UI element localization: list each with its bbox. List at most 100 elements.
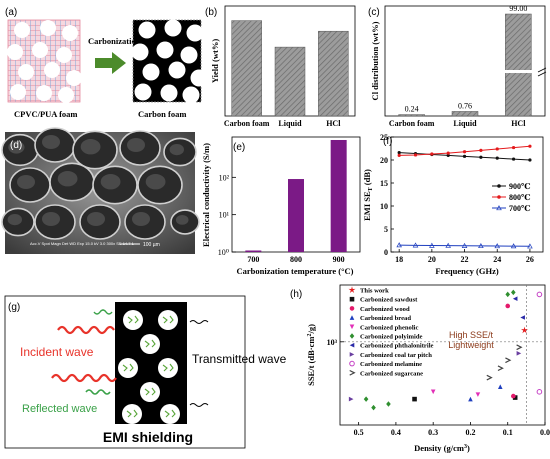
xtick-f-0: 18 xyxy=(395,255,403,264)
transmitted-wave-label: Transmitted wave xyxy=(192,352,287,366)
point-h-9-2 xyxy=(505,357,512,364)
value-label-c-0: 0.24 xyxy=(405,105,419,114)
shield-pore-4 xyxy=(158,358,178,378)
panel-b: (b) Carbon foam Liquid HCl Yield (wt%) xyxy=(205,5,356,128)
sem-cell-shade-5 xyxy=(17,175,35,189)
point-h-0-0 xyxy=(521,326,528,334)
point-f-2-3 xyxy=(445,242,451,248)
pore-left-6 xyxy=(18,64,34,80)
foam-pores-left xyxy=(7,20,82,103)
sem-info-text: Acc.V Spot Magn Det WD Exp 15.0 kV 3.0 3… xyxy=(30,241,135,246)
legend-marker-h-3 xyxy=(349,315,355,320)
point-f-2-4 xyxy=(461,242,468,248)
legend-marker-f-1 xyxy=(497,195,501,199)
sem-cell-shade-0 xyxy=(8,141,25,154)
reflected-wave-icon xyxy=(85,389,111,395)
sem-cell-shade-7 xyxy=(100,174,121,190)
pore-left-9 xyxy=(10,84,26,100)
pore-right-2 xyxy=(186,24,204,42)
point-h-1-0 xyxy=(412,396,417,402)
sem-cell-shade-9 xyxy=(7,214,22,226)
point-h-3-0 xyxy=(468,396,473,402)
point-h-7-1 xyxy=(516,351,522,356)
sem-cell-shade-2 xyxy=(80,139,101,155)
value-label-c-2: 99.00 xyxy=(509,4,527,13)
shield-pores xyxy=(118,310,180,424)
inner-reflection-icon-3 xyxy=(122,363,134,372)
point-f-1-1 xyxy=(413,153,418,157)
inner-reflection-icon-4 xyxy=(162,363,174,372)
carbonization-arrow xyxy=(95,52,126,74)
legend-label-h-6: Carbonized phthalonitrile xyxy=(360,343,434,350)
pore-right-6 xyxy=(142,63,160,81)
chart-e-yticks: 10⁰ 10¹ 10² xyxy=(218,173,236,257)
shield-pore-0 xyxy=(123,310,143,330)
point-f-1-4 xyxy=(462,150,467,154)
bar-c-2 xyxy=(505,13,532,117)
xtick-h-0: 0.5 xyxy=(354,428,364,437)
bar-c-break-gap xyxy=(504,70,533,73)
sem-cell-shade-3 xyxy=(127,138,145,152)
point-f-0-3 xyxy=(446,153,450,157)
bar-e-0 xyxy=(245,250,262,252)
shield-pore-5 xyxy=(140,382,160,402)
pore-left-3 xyxy=(7,44,23,60)
reflected-wave-label: Reflected wave xyxy=(22,403,97,415)
carbonization-label: Carbonization xyxy=(88,36,141,46)
pore-left-4 xyxy=(32,42,48,58)
legend-label-h-3: Carbonized bread xyxy=(360,315,411,322)
point-f-2-6 xyxy=(494,243,501,249)
chart-e-bars xyxy=(245,139,347,252)
legend-label-h-7: Carbonized coal tar pitch xyxy=(360,352,432,359)
pore-right-3 xyxy=(131,43,149,61)
xtick-e-0: 700 xyxy=(247,255,259,264)
chart-e-ylabel: Electrical conductivity (S/m) xyxy=(201,143,211,247)
chart-h-annotation: High SSE/t Lightweight xyxy=(448,330,494,350)
panel-a: (a) CPVC/PUA foam Carbonization Carbon f… xyxy=(5,7,208,119)
legend-marker-h-2 xyxy=(349,306,355,311)
panel-label-d: (d) xyxy=(10,140,22,151)
annotation-line-0: High SSE/t xyxy=(449,330,494,340)
inner-reflection-icon-0 xyxy=(127,315,139,324)
ytick-e-2: 10² xyxy=(219,173,230,182)
point-f-1-8 xyxy=(528,144,532,148)
chart-b-ylabel: Yield (wt%) xyxy=(210,39,220,83)
point-f-1-7 xyxy=(511,145,516,150)
bar-e-1 xyxy=(288,179,304,252)
legend-label-h-4: Carbonized phenolic xyxy=(360,324,419,331)
point-h-3-1 xyxy=(497,384,503,389)
ytick-f-3: 15 xyxy=(380,179,388,188)
shield-pore-2 xyxy=(140,334,160,354)
legend-label-f-0: 900℃ xyxy=(509,182,531,191)
sem-cell-shade-11 xyxy=(87,212,105,226)
point-h-5-0 xyxy=(386,401,391,407)
pore-left-10 xyxy=(36,85,52,101)
point-f-0-6 xyxy=(495,156,499,160)
legend-marker-h-8 xyxy=(349,360,355,367)
legend-marker-h-6 xyxy=(349,342,355,348)
chart-h-guides xyxy=(340,285,545,425)
chart-h-ylabel: SSE/t (dB·cm2/g) xyxy=(306,324,316,386)
legend-marker-h-0 xyxy=(348,286,356,293)
sem-cell-shade-13 xyxy=(175,215,189,225)
point-f-2-8 xyxy=(527,243,533,249)
sem-cell-shade-1 xyxy=(42,135,60,149)
pore-left-8 xyxy=(66,70,82,86)
axis-break-icon xyxy=(537,67,547,77)
chart-f-series xyxy=(396,144,533,249)
pore-left-11 xyxy=(58,87,74,103)
xtick-c-2: HCl xyxy=(511,119,526,128)
reflected-wave-icon-top xyxy=(93,309,113,315)
chart-c-bars: 0.24 0.76 99.00 xyxy=(398,4,533,117)
sem-cell-shade-8 xyxy=(145,174,166,190)
xtick-h-2: 0.3 xyxy=(428,428,438,437)
ytick-f-2: 10 xyxy=(380,202,388,211)
panel-label-h: (h) xyxy=(290,289,302,300)
pore-right-1 xyxy=(164,19,182,37)
sem-cell-shade-10 xyxy=(42,212,60,226)
point-f-2-5 xyxy=(478,242,484,249)
point-h-1-1 xyxy=(512,395,518,400)
chart-e-xlabel: Carbonization temperature (°C) xyxy=(236,266,353,276)
pore-right-5 xyxy=(180,46,198,64)
legend-label-h-9: Carbonized sugarcane xyxy=(360,370,423,377)
